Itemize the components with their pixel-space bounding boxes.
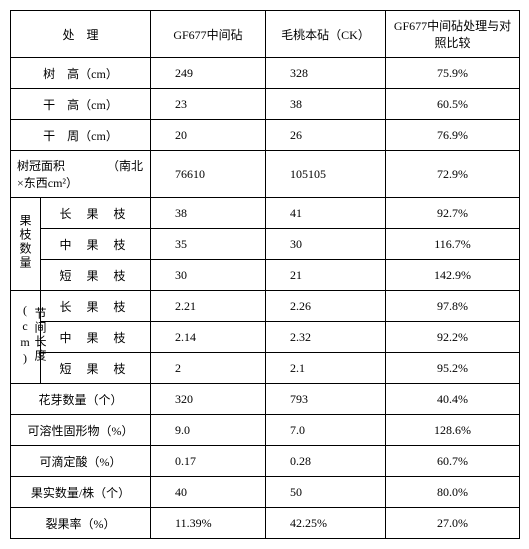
- row-label: 长 果 枝: [41, 198, 151, 229]
- cell-v3: 92.2%: [386, 322, 520, 353]
- cell-v3: 80.0%: [386, 477, 520, 508]
- cell-v2: 26: [266, 120, 386, 151]
- cell-v1: 320: [151, 384, 266, 415]
- cell-v1: 11.39%: [151, 508, 266, 539]
- cell-v3: 116.7%: [386, 229, 520, 260]
- cell-v1: 40: [151, 477, 266, 508]
- row-label: 干 周（cm）: [11, 120, 151, 151]
- cell-v3: 75.9%: [386, 58, 520, 89]
- cell-v3: 92.7%: [386, 198, 520, 229]
- cell-v2: 2.32: [266, 322, 386, 353]
- cell-v2: 2.1: [266, 353, 386, 384]
- cell-v1: 76610: [151, 151, 266, 198]
- table-row: 中 果 枝 35 30 116.7%: [11, 229, 520, 260]
- header-ck: 毛桃本砧（CK）: [266, 11, 386, 58]
- cell-v1: 23: [151, 89, 266, 120]
- cell-v2: 793: [266, 384, 386, 415]
- cell-v1: 20: [151, 120, 266, 151]
- cell-v2: 0.28: [266, 446, 386, 477]
- cell-v3: 128.6%: [386, 415, 520, 446]
- group-title: 节间长度(cm): [11, 291, 41, 384]
- cell-v3: 142.9%: [386, 260, 520, 291]
- row-label: 可溶性固形物（%）: [11, 415, 151, 446]
- cell-v3: 27.0%: [386, 508, 520, 539]
- cell-v1: 35: [151, 229, 266, 260]
- group-title-text: 节间长度(cm): [17, 293, 49, 377]
- row-label: 干 高（cm）: [11, 89, 151, 120]
- row-label: 中 果 枝: [41, 322, 151, 353]
- table-header-row: 处 理 GF677中间砧 毛桃本砧（CK） GF677中间砧处理与对照比较: [11, 11, 520, 58]
- group-title: 果枝数量: [11, 198, 41, 291]
- table-row: 干 周（cm） 20 26 76.9%: [11, 120, 520, 151]
- cell-v3: 95.2%: [386, 353, 520, 384]
- group-title-text: 果枝数量: [17, 214, 34, 270]
- row-label: 短 果 枝: [41, 260, 151, 291]
- table-row: 短 果 枝 2 2.1 95.2%: [11, 353, 520, 384]
- table-row: 中 果 枝 2.14 2.32 92.2%: [11, 322, 520, 353]
- cell-v2: 7.0: [266, 415, 386, 446]
- comparison-table: 处 理 GF677中间砧 毛桃本砧（CK） GF677中间砧处理与对照比较 树 …: [10, 10, 520, 539]
- row-label: 短 果 枝: [41, 353, 151, 384]
- table-row: 干 高（cm） 23 38 60.5%: [11, 89, 520, 120]
- table-row: 可滴定酸（%） 0.17 0.28 60.7%: [11, 446, 520, 477]
- cell-v3: 60.5%: [386, 89, 520, 120]
- table-row: 树冠面积 （南北×东西cm²） 76610 105105 72.9%: [11, 151, 520, 198]
- table-row: 可溶性固形物（%） 9.0 7.0 128.6%: [11, 415, 520, 446]
- cell-v1: 249: [151, 58, 266, 89]
- cell-v3: 72.9%: [386, 151, 520, 198]
- cell-v3: 76.9%: [386, 120, 520, 151]
- cell-v2: 42.25%: [266, 508, 386, 539]
- cell-v1: 2: [151, 353, 266, 384]
- cell-v1: 38: [151, 198, 266, 229]
- header-compare: GF677中间砧处理与对照比较: [386, 11, 520, 58]
- row-label: 中 果 枝: [41, 229, 151, 260]
- table-row: 果实数量/株（个） 40 50 80.0%: [11, 477, 520, 508]
- table-row: 裂果率（%） 11.39% 42.25% 27.0%: [11, 508, 520, 539]
- cell-v2: 21: [266, 260, 386, 291]
- cell-v2: 50: [266, 477, 386, 508]
- cell-v1: 2.21: [151, 291, 266, 322]
- cell-v1: 0.17: [151, 446, 266, 477]
- cell-v2: 30: [266, 229, 386, 260]
- header-gf677: GF677中间砧: [151, 11, 266, 58]
- table-row: 果枝数量 长 果 枝 38 41 92.7%: [11, 198, 520, 229]
- row-label: 可滴定酸（%）: [11, 446, 151, 477]
- row-label: 裂果率（%）: [11, 508, 151, 539]
- table-row: 节间长度(cm) 长 果 枝 2.21 2.26 97.8%: [11, 291, 520, 322]
- cell-v1: 2.14: [151, 322, 266, 353]
- cell-v3: 97.8%: [386, 291, 520, 322]
- cell-v3: 60.7%: [386, 446, 520, 477]
- row-label: 花芽数量（个）: [11, 384, 151, 415]
- cell-v2: 105105: [266, 151, 386, 198]
- cell-v1: 30: [151, 260, 266, 291]
- row-label: 果实数量/株（个）: [11, 477, 151, 508]
- row-label: 长 果 枝: [41, 291, 151, 322]
- cell-v2: 2.26: [266, 291, 386, 322]
- table-row: 花芽数量（个） 320 793 40.4%: [11, 384, 520, 415]
- cell-v2: 328: [266, 58, 386, 89]
- cell-v2: 38: [266, 89, 386, 120]
- row-label: 树冠面积 （南北×东西cm²）: [11, 151, 151, 198]
- cell-v2: 41: [266, 198, 386, 229]
- header-treatment: 处 理: [11, 11, 151, 58]
- table-row: 树 高（cm） 249 328 75.9%: [11, 58, 520, 89]
- cell-v3: 40.4%: [386, 384, 520, 415]
- cell-v1: 9.0: [151, 415, 266, 446]
- row-label: 树 高（cm）: [11, 58, 151, 89]
- table-row: 短 果 枝 30 21 142.9%: [11, 260, 520, 291]
